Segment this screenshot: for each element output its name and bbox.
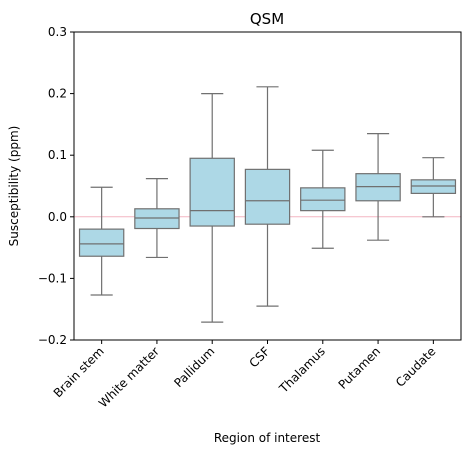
- box-csf: [244, 86, 291, 307]
- box-brain-stem: [78, 186, 125, 296]
- y-axis: −0.2 −0.1 0.0 0.1 0.2 0.3: [38, 25, 74, 347]
- chart-title: QSM: [250, 10, 284, 28]
- iqr-box: [410, 179, 457, 194]
- y-tick-label: 0.3: [48, 25, 67, 39]
- box-white-matter: [134, 178, 180, 259]
- iqr-box: [78, 228, 125, 257]
- x-tick-label: Brain stem: [51, 344, 107, 400]
- iqr-box: [134, 208, 180, 230]
- y-axis-label: Susceptibility (ppm): [7, 126, 21, 247]
- iqr-box: [355, 173, 401, 202]
- iqr-box: [300, 187, 346, 212]
- iqr-box: [189, 157, 235, 227]
- boxes-group: [78, 86, 457, 323]
- y-tick-label: 0.2: [48, 87, 67, 101]
- box-pallidum: [189, 92, 235, 323]
- iqr-box: [244, 168, 291, 225]
- box-caudate: [410, 157, 457, 218]
- x-tick-label: CSF: [247, 344, 273, 370]
- y-tick-label: −0.1: [38, 271, 67, 285]
- y-tick-label: 0.1: [48, 148, 67, 162]
- x-tick-label: Putamen: [336, 344, 384, 392]
- x-tick-label: Thalamus: [276, 344, 328, 396]
- box-thalamus: [300, 149, 346, 249]
- y-tick-label: −0.2: [38, 333, 67, 347]
- x-axis-label: Region of interest: [214, 431, 321, 445]
- x-tick-label: Caudate: [393, 344, 439, 390]
- y-tick-label: 0.0: [48, 210, 67, 224]
- box-putamen: [355, 133, 401, 241]
- x-tick-label: Pallidum: [171, 344, 217, 390]
